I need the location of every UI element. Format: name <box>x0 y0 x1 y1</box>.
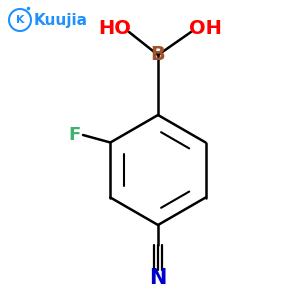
Text: N: N <box>149 268 167 288</box>
Text: K: K <box>16 15 24 25</box>
Text: Kuujia: Kuujia <box>34 13 88 28</box>
Text: HO: HO <box>99 19 131 38</box>
Text: F: F <box>69 126 81 144</box>
Text: B: B <box>151 46 165 64</box>
Text: OH: OH <box>189 19 221 38</box>
